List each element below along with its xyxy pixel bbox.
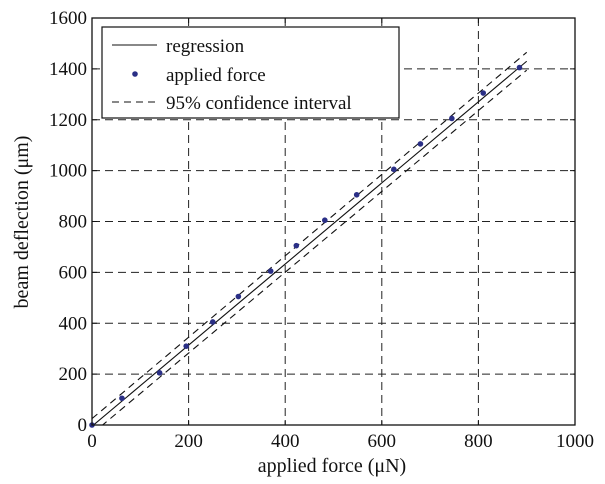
y-tick-label: 1000 [49, 161, 87, 182]
x-tick-label: 800 [464, 431, 493, 452]
data-point [183, 343, 189, 349]
y-tick-label: 600 [59, 262, 88, 283]
confidence-interval-lower-line [101, 69, 528, 425]
y-tick-label: 400 [59, 313, 88, 334]
data-point [516, 64, 523, 71]
legend-box [101, 26, 400, 119]
legend-label: applied force [166, 65, 266, 86]
data-point [267, 268, 274, 274]
tick-labels-layer: 0 200 400 600 800 1000 0 200 400 600 800 1000 1200 14… [49, 8, 594, 452]
data-point [353, 191, 360, 198]
data-point [209, 319, 216, 325]
data-point [449, 115, 455, 122]
data-point [480, 90, 487, 96]
x-axis-label: applied force (μN) [258, 455, 406, 477]
x-tick-label: 600 [368, 431, 397, 452]
data-point [322, 217, 328, 224]
y-tick-label: 800 [59, 212, 88, 233]
data-point [417, 141, 424, 147]
y-tick-label: 1400 [49, 59, 87, 80]
grid-layer [92, 18, 575, 425]
data-points-layer [89, 64, 523, 428]
legend-label: regression [166, 36, 245, 57]
y-tick-label: 1200 [49, 110, 87, 131]
x-tick-label: 1000 [556, 431, 594, 452]
data-point [156, 370, 163, 376]
legend-label: 95% confidence interval [166, 93, 352, 114]
data-point [235, 293, 242, 300]
y-tick-label: 200 [59, 364, 88, 385]
data-point [119, 395, 125, 402]
data-point [391, 166, 397, 173]
legend: regression applied force 95% confidence in… [101, 26, 400, 119]
x-tick-label: 400 [271, 431, 300, 452]
x-tick-label: 0 [87, 431, 97, 452]
y-tick-label: 0 [78, 415, 88, 436]
legend-marker-sample [132, 71, 138, 77]
y-tick-label: 1600 [49, 8, 87, 29]
x-tick-label: 200 [174, 431, 203, 452]
data-point [293, 242, 300, 249]
y-axis-label: beam deflection (μm) [11, 136, 33, 309]
regression-line [92, 60, 528, 425]
confidence-interval-upper-line [92, 51, 528, 420]
confidence-interval-layer [92, 51, 528, 425]
regression-layer [92, 60, 528, 425]
